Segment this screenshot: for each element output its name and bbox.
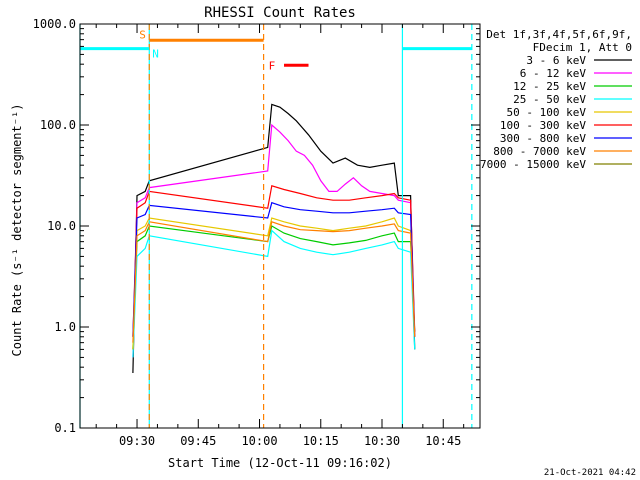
x-tick-label: 09:45 — [180, 434, 216, 448]
x-tick-label: 10:45 — [425, 434, 461, 448]
x-axis-label: Start Time (12-Oct-11 09:16:02) — [168, 456, 392, 470]
x-tick-label: 10:00 — [241, 434, 277, 448]
y-tick-label: 1000.0 — [33, 17, 76, 31]
series-line-300-800-kev — [132, 201, 416, 337]
plot-frame — [79, 23, 481, 429]
legend-item-3-6-kev: 3 - 6 keV — [526, 54, 586, 67]
y-axis: 0.1 1.0 10.0 100.0 1000.0 — [33, 17, 480, 435]
y-tick-label: 100.0 — [40, 118, 76, 132]
series-line-12-25-kev — [132, 225, 416, 350]
series-line-3-6-kev — [132, 103, 416, 374]
y-tick-label: 10.0 — [47, 219, 76, 233]
legend-item-100-300-kev: 100 - 300 keV — [500, 119, 586, 132]
series-layer — [132, 103, 416, 374]
y-tick-label: 1.0 — [54, 320, 76, 334]
legend-item-50-100-kev: 50 - 100 keV — [507, 106, 587, 119]
annotation-s: S — [139, 28, 146, 41]
x-tick-label: 10:15 — [303, 434, 339, 448]
series-line-800-7000-kev — [132, 221, 416, 343]
x-axis: 09:30 09:45 10:00 10:15 10:30 10:45 — [95, 24, 465, 448]
legend: Det 1f,3f,4f,5f,6f,9f, FDecim 1, Att 0 3… — [480, 28, 632, 171]
series-line-6-12-kev — [132, 123, 416, 358]
legend-item-300-800-kev: 300 - 800 keV — [500, 132, 586, 145]
series-line-25-50-kev — [132, 229, 416, 358]
x-tick-label: 10:30 — [364, 434, 400, 448]
marker-layer: SN F — [79, 24, 473, 428]
legend-item-6-12-kev: 6 - 12 keV — [520, 67, 587, 80]
legend-item-12-25-kev: 12 - 25 keV — [513, 80, 586, 93]
chart-title: RHESSI Count Rates — [204, 5, 356, 21]
annotation-n: N — [152, 48, 159, 61]
y-axis-label: Count Rate (s⁻¹ detector segment⁻¹) — [10, 104, 24, 357]
annotation-f: F — [269, 59, 276, 72]
x-tick-label: 09:30 — [119, 434, 155, 448]
legend-item-800-7000-kev: 800 - 7000 keV — [493, 145, 586, 158]
generated-timestamp: 21-Oct-2021 04:42 — [544, 468, 636, 478]
series-line-100-300-kev — [132, 185, 416, 337]
legend-item-25-50-kev: 25 - 50 keV — [513, 93, 586, 106]
legend-header-line-1: Det 1f,3f,4f,5f,6f,9f, — [486, 28, 632, 41]
legend-header-line-2: FDecim 1, Att 0 — [533, 41, 632, 54]
legend-item-7000-15000-kev: 7000 - 15000 keV — [480, 158, 586, 171]
y-tick-label: 0.1 — [54, 421, 76, 435]
series-line-50-100-kev — [132, 217, 416, 350]
